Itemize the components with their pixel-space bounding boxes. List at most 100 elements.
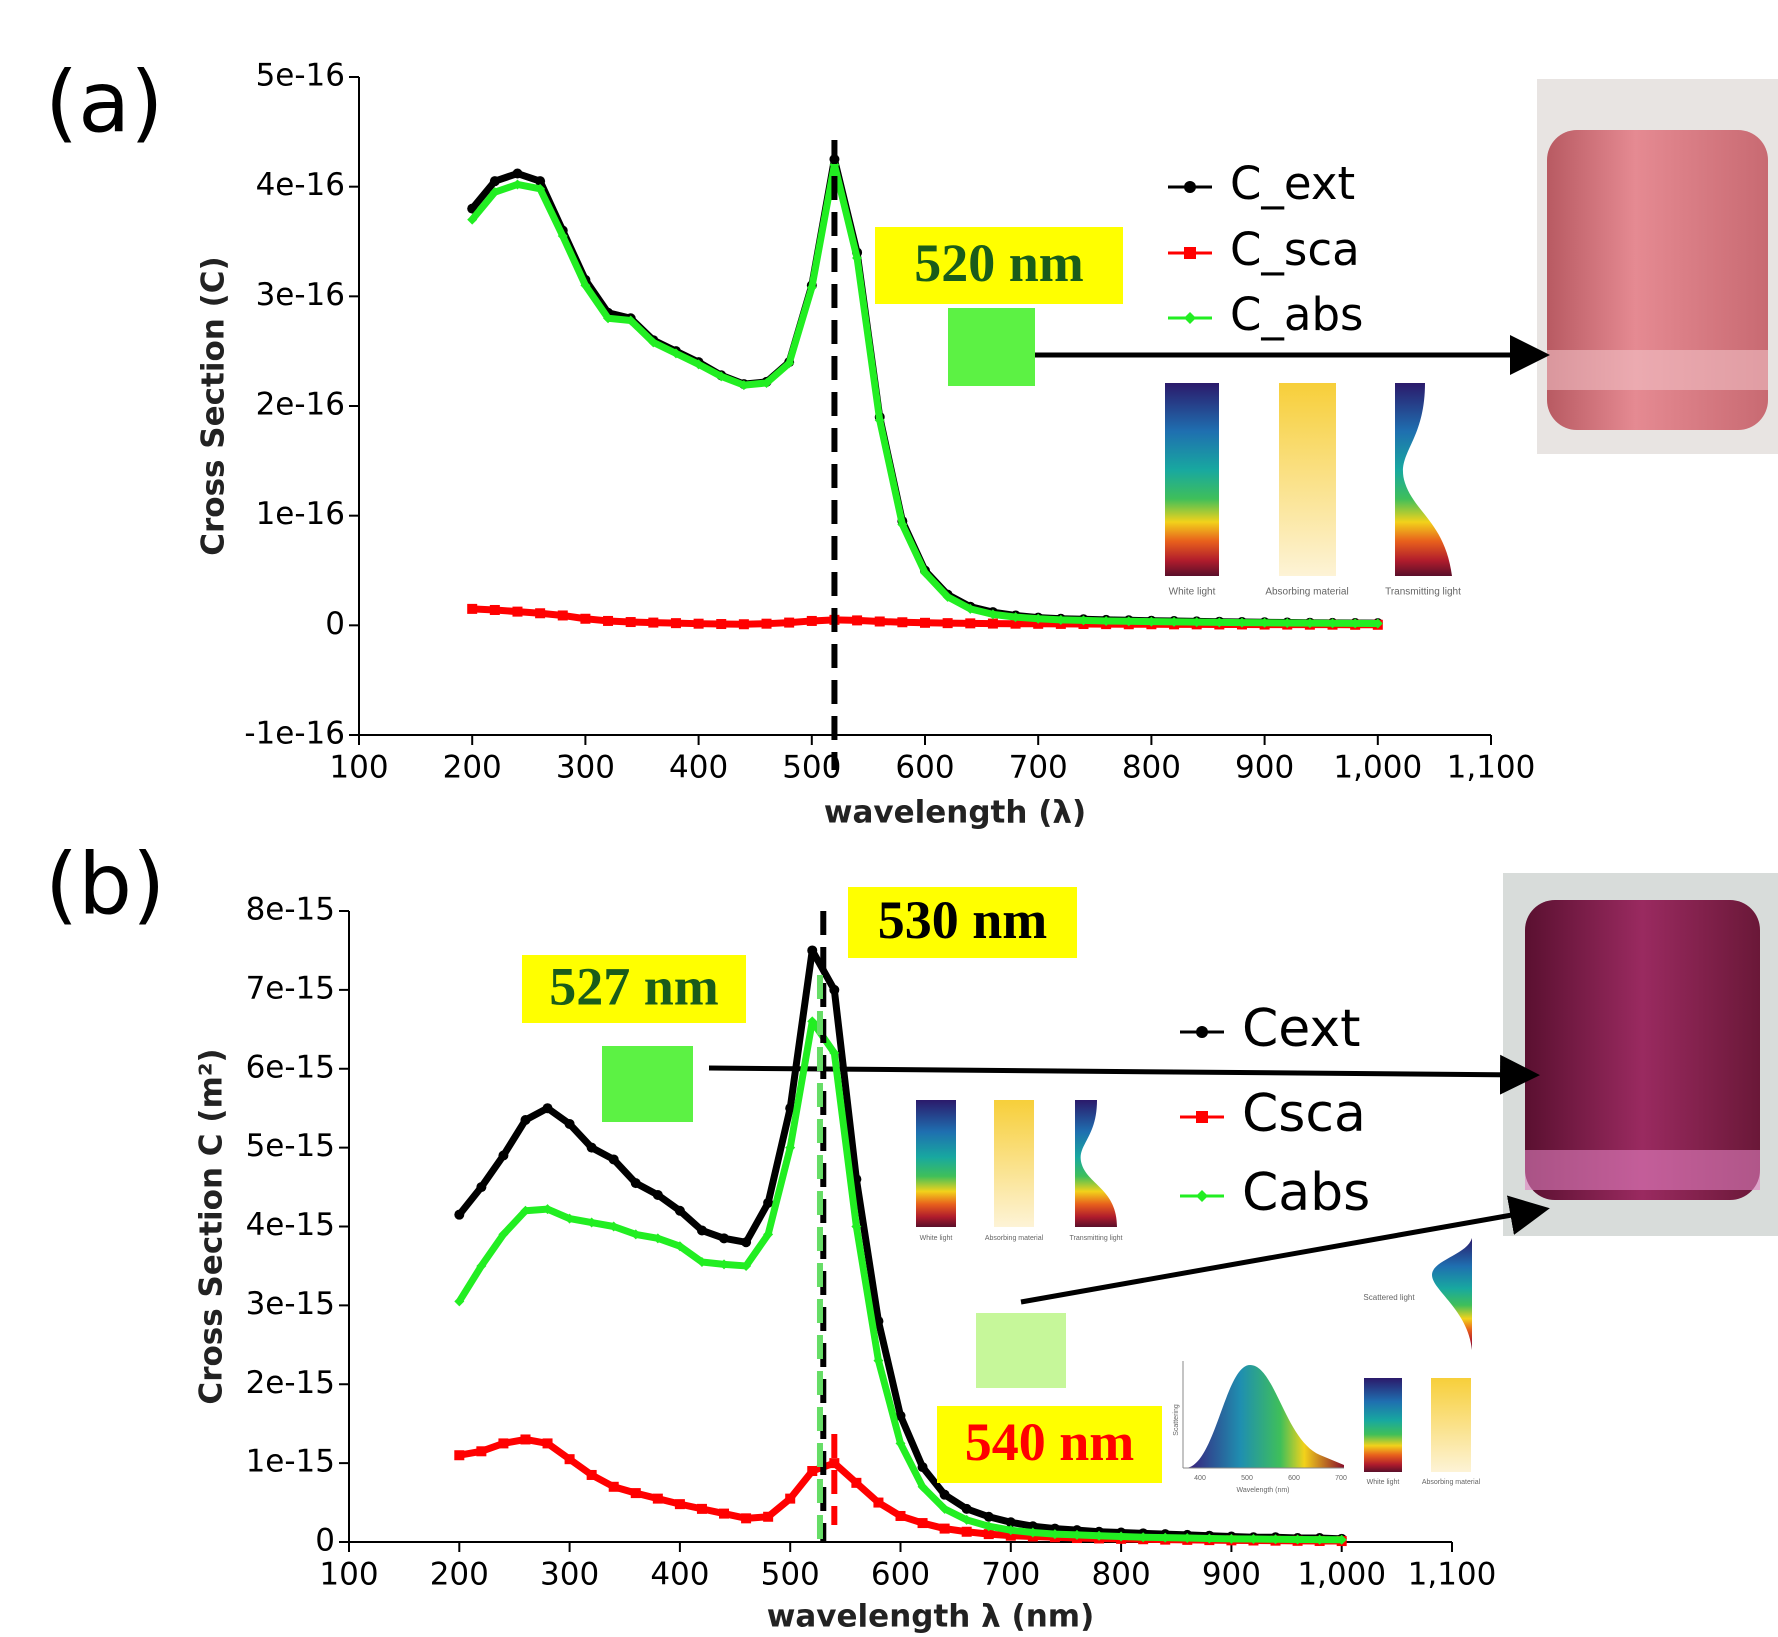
color-swatch <box>948 308 1035 386</box>
y-tick-label: 4e-15 <box>246 1207 335 1243</box>
marker <box>920 618 930 628</box>
inset-tick: 400 <box>1194 1475 1206 1482</box>
marker <box>587 1143 597 1153</box>
y-tick-label: 8e-15 <box>246 892 335 928</box>
marker <box>984 1512 994 1522</box>
marker <box>498 1151 508 1161</box>
x-tick-label: 1,100 <box>1447 750 1536 786</box>
marker <box>940 1490 950 1500</box>
marker <box>609 1482 619 1492</box>
marker <box>648 618 658 628</box>
y-tick-label: 6e-15 <box>246 1049 335 1085</box>
legend-marker <box>1196 1026 1208 1038</box>
marker <box>467 604 477 614</box>
x-tick-label: 1,100 <box>1408 1557 1497 1593</box>
y-axis-title: Cross Section C (m²) <box>194 1048 230 1404</box>
marker <box>829 1458 839 1468</box>
inset-label: Transmitting light <box>1069 1235 1122 1242</box>
x-tick-label: 600 <box>895 750 954 786</box>
marker <box>940 1524 950 1534</box>
marker <box>580 614 590 624</box>
marker <box>476 1182 486 1192</box>
panel-label: (a) <box>45 53 163 152</box>
inset-scattering-b: Scattered light Scattering Wavelength (n… <box>1173 1238 1481 1494</box>
marker <box>626 617 636 627</box>
marker <box>565 1119 575 1129</box>
x-tick-label: 400 <box>669 750 728 786</box>
inset-label: Scattered light <box>1363 1293 1415 1302</box>
marker <box>763 1512 773 1522</box>
x-tick-label: 100 <box>319 1557 378 1593</box>
legend-marker <box>1184 312 1196 324</box>
marker <box>454 1450 464 1460</box>
marker <box>962 1504 972 1514</box>
annotation: 530 nm <box>878 890 1048 950</box>
x-tick-label: 700 <box>1009 750 1068 786</box>
marker <box>512 607 522 617</box>
x-tick-label: 700 <box>981 1557 1040 1593</box>
legend-label: C_ext <box>1230 157 1355 210</box>
marker <box>697 1225 707 1235</box>
legend-label: C_abs <box>1230 288 1364 341</box>
marker <box>988 619 998 629</box>
marker <box>512 169 522 179</box>
marker <box>587 1470 597 1480</box>
y-tick-label: 0 <box>325 606 345 642</box>
panel-label: (b) <box>45 835 165 934</box>
marker <box>918 1462 928 1472</box>
y-tick-label: 1e-15 <box>246 1444 335 1480</box>
marker <box>851 1478 861 1488</box>
inset-label: Absorbing material <box>985 1235 1044 1242</box>
marker <box>763 1198 773 1208</box>
marker <box>807 616 817 626</box>
marker <box>476 1446 486 1456</box>
x-tick-label: 1,000 <box>1297 1557 1386 1593</box>
marker <box>603 616 613 626</box>
y-tick-label: 5e-16 <box>256 58 345 94</box>
marker <box>965 618 975 628</box>
y-tick-label: 2e-15 <box>246 1365 335 1401</box>
y-axis-title: Cross Section (C) <box>196 256 232 555</box>
legend-label: Cabs <box>1242 1163 1370 1223</box>
marker <box>675 1499 685 1509</box>
marker <box>520 1434 530 1444</box>
x-tick-label: 800 <box>1122 750 1181 786</box>
y-tick-label: 4e-16 <box>256 167 345 203</box>
marker <box>918 1518 928 1528</box>
marker <box>653 1494 663 1504</box>
marker <box>498 1438 508 1448</box>
marker <box>784 618 794 628</box>
y-tick-label: 1e-16 <box>256 496 345 532</box>
marker <box>739 619 749 629</box>
legend-marker <box>1184 181 1196 193</box>
photo-b <box>1503 873 1778 1236</box>
color-swatch <box>602 1046 693 1122</box>
x-tick-label: 1,000 <box>1333 750 1422 786</box>
annotation: 527 nm <box>549 956 719 1016</box>
marker <box>697 1504 707 1514</box>
annotation: 540 nm <box>965 1412 1135 1472</box>
arrow <box>709 1068 1530 1075</box>
marker <box>565 1454 575 1464</box>
marker <box>694 619 704 629</box>
marker <box>785 1494 795 1504</box>
marker <box>829 985 839 995</box>
x-tick-label: 900 <box>1202 1557 1261 1593</box>
marker <box>543 1438 553 1448</box>
marker <box>543 1103 553 1113</box>
legend-marker <box>1196 1111 1208 1123</box>
photo-a <box>1537 79 1778 454</box>
marker <box>875 616 885 626</box>
x-tick-label: 900 <box>1235 750 1294 786</box>
marker <box>535 608 545 618</box>
marker <box>807 945 817 955</box>
x-tick-label: 300 <box>540 1557 599 1593</box>
figure: White light Absorbing material Transmitt… <box>0 0 1778 1637</box>
inset-tick: 700 <box>1335 1475 1347 1482</box>
y-tick-label: 5e-15 <box>246 1128 335 1164</box>
marker <box>897 617 907 627</box>
inset-label: White light <box>1367 1479 1400 1486</box>
marker <box>943 618 953 628</box>
y-tick-label: 7e-15 <box>246 970 335 1006</box>
inset-label: Absorbing material <box>1265 587 1348 598</box>
